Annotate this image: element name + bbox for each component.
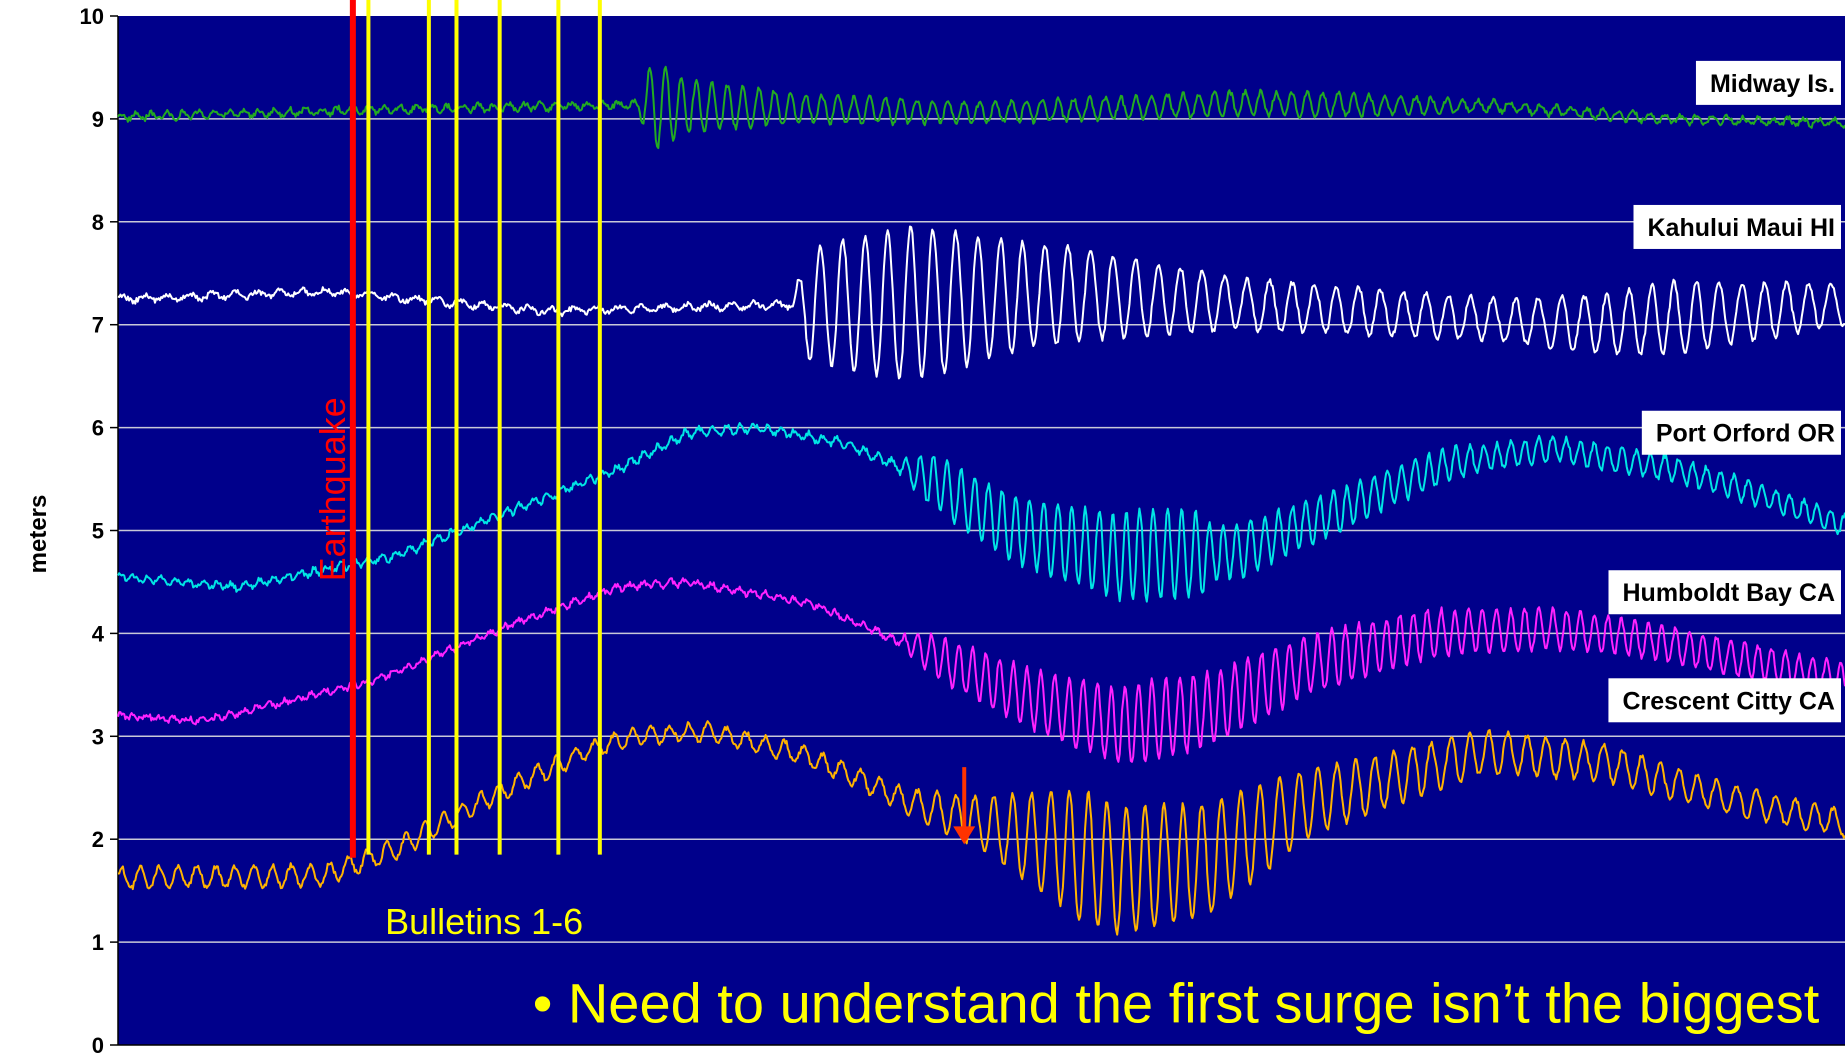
y-tick-label: 9 [92, 107, 104, 132]
y-tick-label: 4 [92, 621, 105, 646]
bulletins-label: Bulletins 1-6 [385, 901, 583, 942]
y-tick-label: 7 [92, 313, 104, 338]
station-label: Port Orford OR [1656, 420, 1835, 448]
station-label: Kahului Maui HI [1648, 214, 1836, 242]
y-tick-label: 10 [80, 4, 104, 29]
y-tick-label: 8 [92, 210, 104, 235]
earthquake-label: Earthquake [312, 397, 353, 581]
station-label-box: Humboldt Bay CA [1609, 570, 1842, 614]
station-label-box: Kahului Maui HI [1634, 205, 1842, 249]
station-label: Humboldt Bay CA [1623, 579, 1836, 607]
y-tick-label: 0 [92, 1033, 104, 1053]
y-tick-label: 2 [92, 827, 104, 852]
station-label-box: Midway Is. [1696, 61, 1841, 105]
station-label: Midway Is. [1710, 70, 1835, 98]
station-label-box: Port Orford OR [1642, 411, 1841, 455]
station-label-box: Crescent Citty CA [1608, 678, 1841, 722]
note-text: • Need to understand the first surge isn… [533, 971, 1820, 1034]
station-label: Crescent Citty CA [1622, 687, 1835, 715]
y-tick-label: 3 [92, 724, 104, 749]
y-tick-label: 6 [92, 416, 104, 441]
y-axis-title: meters [25, 495, 52, 574]
y-tick-label: 5 [92, 519, 104, 544]
y-tick-label: 1 [92, 930, 104, 955]
